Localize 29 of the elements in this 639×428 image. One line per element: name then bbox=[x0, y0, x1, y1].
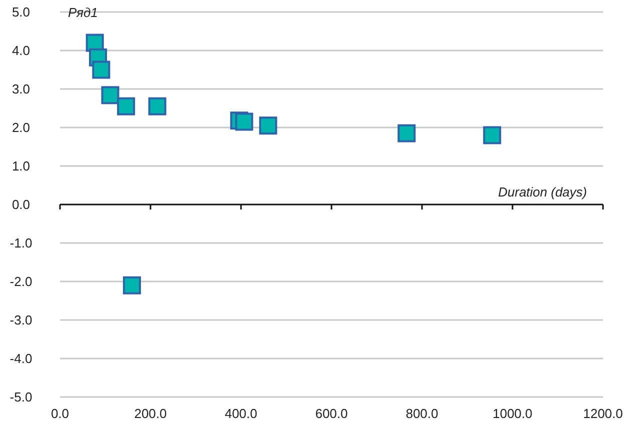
point bbox=[398, 124, 416, 142]
y-tick-label: 2.0 bbox=[12, 120, 30, 136]
point bbox=[92, 60, 110, 79]
y-tick-label: 1.0 bbox=[12, 158, 30, 174]
point bbox=[117, 97, 136, 116]
x-tick-label: 400.0 bbox=[224, 406, 258, 421]
y-axis-title: Ряд1 bbox=[68, 5, 98, 20]
y-tick-label: -5.0 bbox=[10, 390, 32, 405]
y-tick-label: 4.0 bbox=[12, 43, 30, 58]
y-tick-label: -1.0 bbox=[10, 236, 32, 251]
point bbox=[122, 276, 141, 294]
point bbox=[101, 86, 120, 104]
x-tick-label: 1200.0 bbox=[583, 406, 623, 421]
x-tick-label: 200.0 bbox=[134, 406, 167, 421]
point bbox=[483, 126, 502, 144]
y-tick-label: 3.0 bbox=[12, 82, 30, 97]
point bbox=[148, 97, 166, 116]
x-tick-label: 600.0 bbox=[315, 406, 348, 421]
x-tick-label: 1000.0 bbox=[492, 406, 532, 421]
y-tick-label: 5.0 bbox=[12, 4, 30, 20]
y-tick-label: -3.0 bbox=[10, 312, 32, 328]
point bbox=[259, 116, 278, 135]
y-tick-label: -2.0 bbox=[10, 274, 32, 290]
point bbox=[235, 112, 254, 131]
y-tick-label: -4.0 bbox=[10, 351, 32, 366]
x-tick-label: 0.0 bbox=[50, 406, 70, 421]
y-tick-label: 0.0 bbox=[12, 197, 30, 212]
x-tick-label: 800.0 bbox=[406, 406, 438, 421]
x-axis-title: Duration (days) bbox=[498, 184, 587, 200]
